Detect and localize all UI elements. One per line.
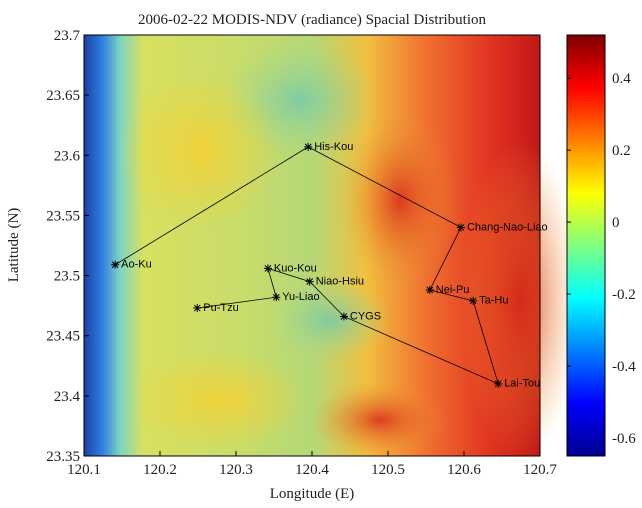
y-tick-label: 23.35 (46, 449, 80, 465)
station-marker (272, 293, 281, 302)
station-marker (263, 264, 272, 273)
station-label: Chang-Nao-Liao (467, 221, 548, 233)
colorbar-tick-label: 0.2 (612, 143, 631, 159)
y-tick-label: 23.65 (46, 88, 80, 104)
y-tick-label: 23.6 (54, 148, 81, 164)
x-tick-label: 120.2 (143, 462, 177, 478)
colorbar-tick-label: 0 (612, 215, 620, 231)
y-axis-label: Latitude (N) (6, 208, 22, 283)
x-tick-label: 120.4 (295, 462, 329, 478)
colorbar (566, 34, 606, 457)
x-tick-label: 120.5 (371, 462, 405, 478)
station-marker (425, 286, 434, 295)
station-label: Nei-Pu (436, 284, 470, 296)
colorbar-tick-label: -0.4 (612, 359, 636, 375)
x-tick-label: 120.3 (219, 462, 253, 478)
colorbar-tick-label: 0.4 (612, 71, 631, 87)
station-marker (111, 260, 120, 269)
colorbar-tick-label: -0.2 (612, 287, 636, 303)
station-label: His-Kou (314, 141, 353, 153)
y-tick-label: 23.7 (54, 28, 81, 44)
field-map (84, 35, 580, 460)
y-tick-label: 23.55 (46, 208, 80, 224)
colorbar-tick-label: -0.6 (612, 431, 636, 447)
station-marker (193, 304, 202, 313)
y-tick-label: 23.45 (46, 329, 80, 345)
x-tick-label: 120.7 (523, 462, 557, 478)
station-label: Lai-Tou (504, 378, 540, 390)
y-tick-label: 23.5 (54, 269, 80, 285)
station-label: Yu-Liao (282, 291, 319, 303)
station-marker (494, 379, 503, 388)
station-label: Ao-Ku (121, 259, 152, 271)
y-tick-label: 23.4 (54, 389, 81, 405)
x-axis-label: Longitude (E) (270, 486, 355, 502)
station-marker (469, 296, 478, 305)
x-tick-label: 120.1 (67, 462, 101, 478)
station-label: Niao-Hsiu (316, 275, 364, 287)
station-marker (456, 223, 465, 232)
chart-title: 2006-02-22 MODIS-NDV (radiance) Spacial … (138, 12, 486, 28)
station-label: Pu-Tzu (203, 302, 238, 314)
station-label: CYGS (350, 310, 381, 322)
station-marker (339, 312, 348, 321)
station-marker (305, 277, 314, 286)
station-label: Kuo-Kou (274, 262, 317, 274)
station-marker (304, 142, 313, 151)
station-label: Ta-Hu (479, 295, 508, 307)
x-tick-label: 120.6 (447, 462, 481, 478)
